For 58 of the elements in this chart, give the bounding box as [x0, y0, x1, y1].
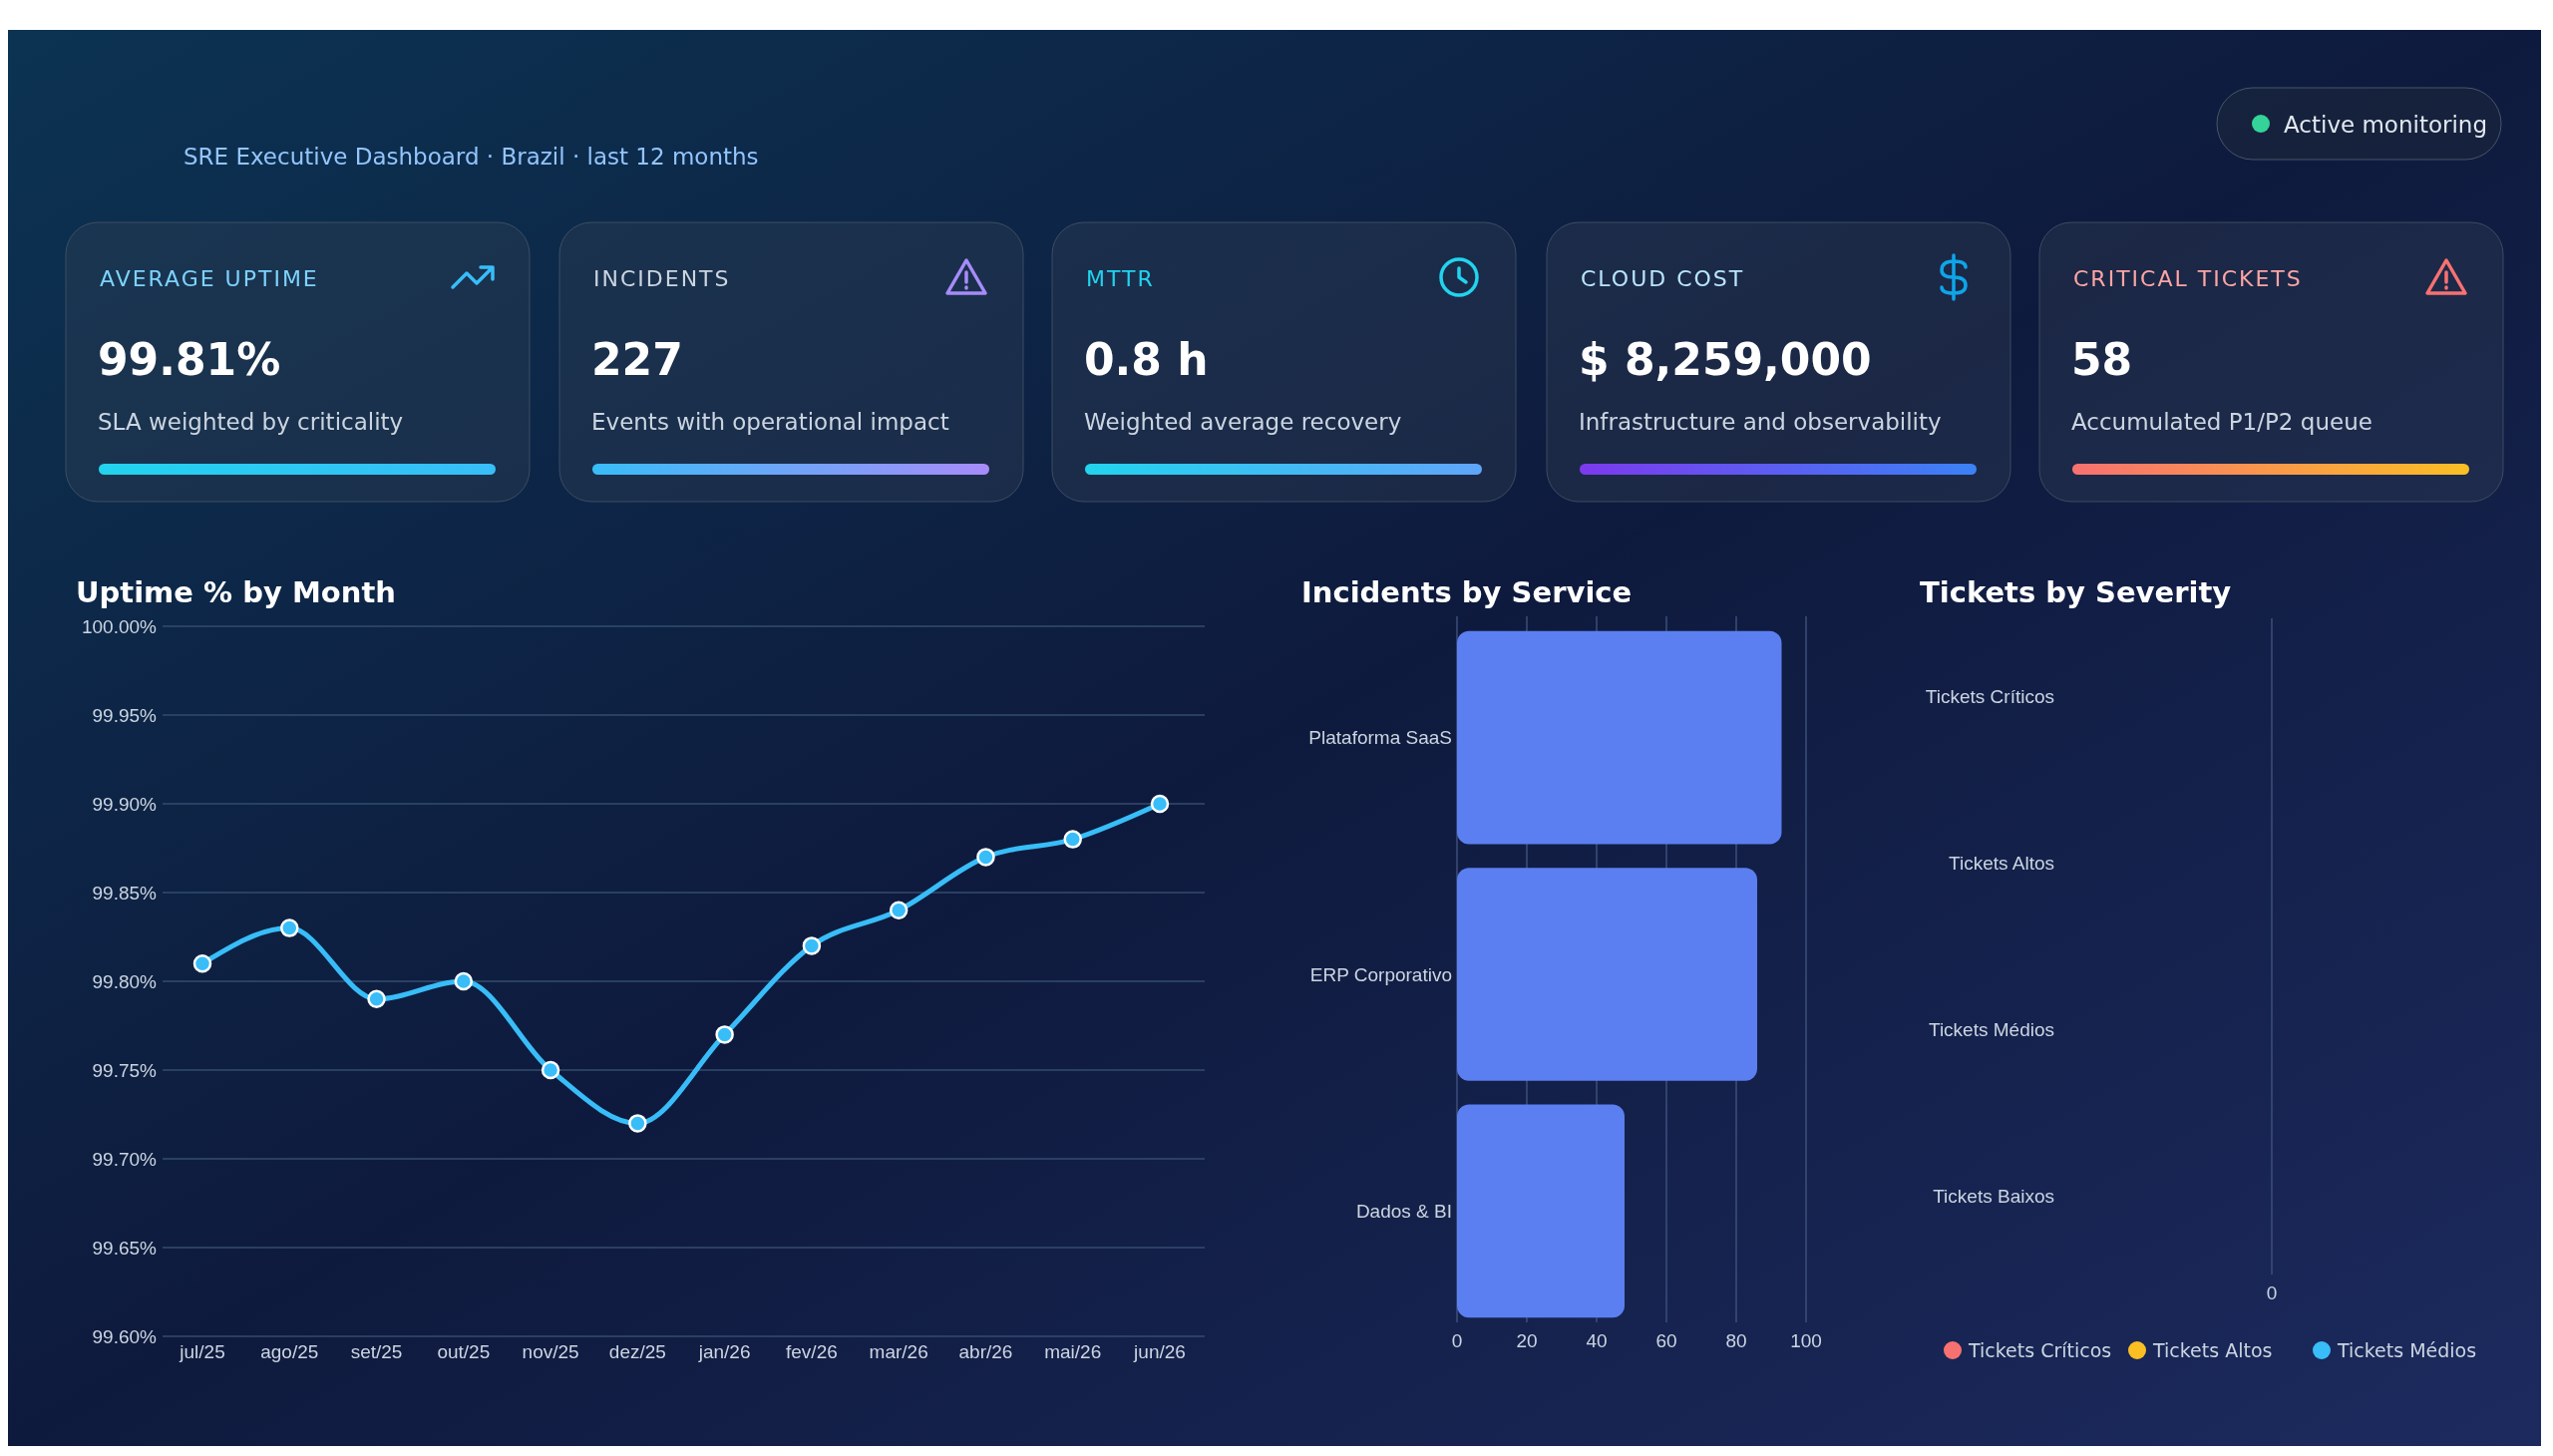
text: SRE Executive Dashboard · Brazil · last 12 months [183, 144, 759, 170]
text: Tickets Críticos [1968, 1338, 2112, 1361]
chart-title: Uptime % by Month [76, 575, 396, 609]
y-tick-label: ERP Corporativo [1309, 963, 1452, 985]
text: INCIDENTS [593, 266, 731, 291]
x-tick-label: out/25 [437, 1341, 491, 1362]
y-tick-label: 99.75% [92, 1059, 158, 1081]
text: Tickets by Severity [1920, 575, 2232, 609]
y-tick-label: 99.80% [92, 970, 158, 992]
y-tick-label: Plataforma SaaS [1308, 727, 1452, 749]
text: Weighted average recovery [1084, 409, 1402, 435]
y-tick-label: 99.65% [92, 1237, 158, 1259]
x-tick-label: jan/26 [697, 1341, 751, 1362]
text: 0 [2266, 1282, 2278, 1303]
y-tick-label: 99.70% [92, 1148, 158, 1170]
y-tick-label: 99.90% [92, 793, 158, 815]
text: SLA weighted by criticality [98, 409, 404, 435]
text: CRITICAL TICKETS [2073, 266, 2303, 291]
x-tick-label: 0 [1451, 1330, 1463, 1351]
x-tick-label: fev/26 [786, 1341, 838, 1362]
text: Events with operational impact [591, 409, 949, 435]
text: Active monitoring [2284, 112, 2488, 138]
y-tick-label: 99.85% [92, 882, 158, 904]
y-tick-label: 99.60% [92, 1325, 158, 1347]
x-tick-label: mar/26 [869, 1341, 928, 1362]
text: Accumulated P1/P2 queue [2071, 409, 2372, 435]
x-tick-label: jun/26 [1133, 1341, 1186, 1362]
x-tick-label: 40 [1586, 1330, 1608, 1351]
chart-title: Incidents by Service [1301, 575, 1633, 609]
text: $ 8,259,000 [1579, 334, 1872, 385]
x-tick-label: ago/25 [260, 1341, 319, 1362]
text: 99.81% [98, 334, 281, 385]
x-tick-label: 60 [1655, 1330, 1677, 1351]
category-label: Tickets Médios [1929, 1019, 2054, 1041]
x-tick-label: abr/26 [958, 1341, 1013, 1362]
text: 0.8 h [1084, 334, 1209, 385]
text: 227 [591, 334, 683, 385]
x-tick-label: jul/25 [179, 1341, 225, 1362]
y-tick-label: 99.95% [92, 704, 158, 726]
x-tick-label: set/25 [350, 1341, 403, 1362]
text: Tickets Médios [2337, 1338, 2477, 1361]
y-tick-label: 100.00% [81, 615, 158, 637]
x-tick-label: dez/25 [608, 1341, 666, 1362]
text: Tickets Altos [2152, 1338, 2273, 1361]
x-tick-label: 100 [1790, 1330, 1822, 1351]
category-label: Tickets Críticos [1925, 686, 2054, 708]
x-tick-label: 20 [1516, 1330, 1538, 1351]
y-tick-label: Dados & BI [1355, 1201, 1452, 1223]
text: MTTR [1086, 266, 1155, 291]
x-tick-label: nov/25 [522, 1341, 579, 1362]
text: 58 [2071, 334, 2133, 385]
category-label: Tickets Altos [1949, 853, 2054, 875]
text: Infrastructure and observability [1579, 409, 1942, 435]
x-tick-label: 80 [1725, 1330, 1747, 1351]
category-label: Tickets Baixos [1933, 1186, 2054, 1208]
text: CLOUD COST [1581, 266, 1745, 291]
x-tick-label: mai/26 [1044, 1341, 1102, 1362]
text: AVERAGE UPTIME [100, 266, 319, 291]
